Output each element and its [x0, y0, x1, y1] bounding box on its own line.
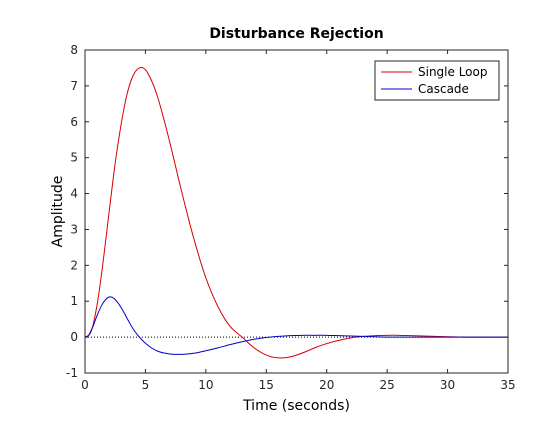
legend: Single Loop Cascade [374, 60, 500, 101]
x-tick-label: 25 [380, 378, 395, 392]
series-layer [84, 67, 509, 359]
y-tick-label: 1 [70, 294, 78, 308]
x-tick-label: 5 [142, 378, 150, 392]
x-axis-label: Time (seconds) [242, 398, 350, 414]
y-tick-label: 8 [70, 43, 78, 57]
x-tick-label: 30 [440, 378, 455, 392]
chart-title: Disturbance Rejection [209, 26, 383, 42]
y-tick-label: 0 [70, 330, 78, 344]
x-tick-label: 35 [500, 378, 515, 392]
plot-area [85, 50, 508, 373]
series-line-cascade [84, 296, 508, 355]
x-tick-label: 10 [198, 378, 213, 392]
y-axis-label: Amplitude [50, 176, 66, 248]
y-tick-label: 3 [70, 222, 78, 236]
x-tick-label: 20 [319, 378, 334, 392]
y-tick-label: 5 [70, 151, 78, 165]
legend-label-single-loop: Single Loop [418, 65, 487, 79]
y-tick-label: -1 [66, 366, 78, 380]
y-tick-label: 6 [70, 115, 78, 129]
y-tick-label: 4 [70, 187, 78, 201]
y-tick-label: 2 [70, 258, 78, 272]
axes-box [84, 49, 509, 374]
legend-label-cascade: Cascade [418, 82, 469, 96]
y-tick-label: 7 [70, 79, 78, 93]
legend-box [374, 60, 500, 101]
series-line-single-loop [84, 67, 509, 359]
x-tick-label: 15 [259, 378, 274, 392]
x-tick-label: 0 [81, 378, 89, 392]
